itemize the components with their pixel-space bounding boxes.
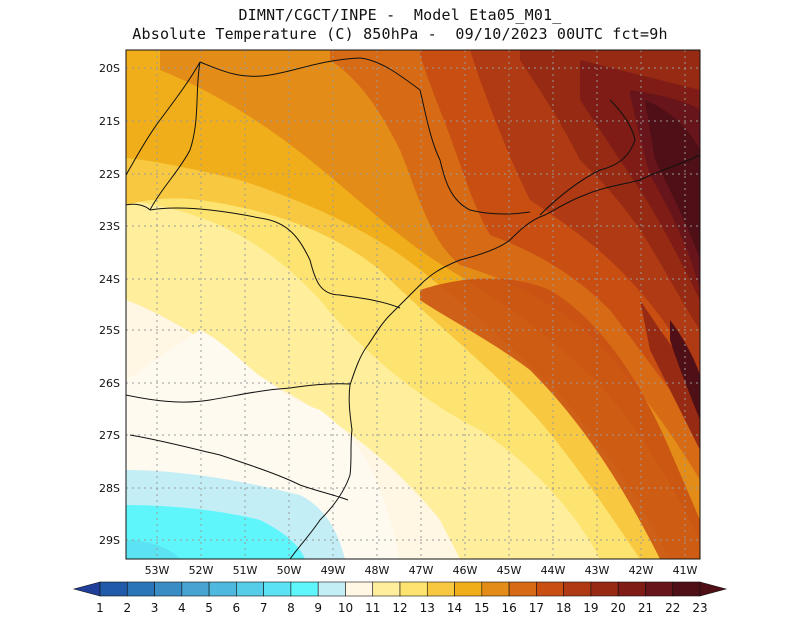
boundaries	[126, 57, 700, 559]
lon-tick-label: 41W	[673, 564, 698, 577]
border-ms-pr	[126, 203, 151, 211]
lon-tick-label: 42W	[629, 564, 654, 577]
map-title-line1: DIMNT/CGCT/INPE - Model Eta05_M01_	[238, 6, 562, 24]
lat-tick-label: 20S	[99, 62, 120, 75]
colorbar-swatch	[99, 581, 128, 597]
lat-tick-label: 28S	[99, 482, 120, 495]
colorbar-label: 14	[447, 601, 462, 615]
colorbar-label: 5	[205, 601, 213, 615]
river-parana	[126, 61, 201, 176]
colorbar-label: 6	[233, 601, 241, 615]
colorbar-swatch	[126, 581, 155, 597]
lon-tick-label: 53W	[145, 564, 170, 577]
colorbar-swatch	[617, 581, 646, 597]
colorbar-swatch	[672, 581, 701, 597]
lat-tick-label: 27S	[99, 429, 120, 442]
lon-tick-label: 48W	[365, 564, 390, 577]
colorbar-swatch	[372, 581, 401, 597]
colorbar-swatch	[645, 581, 674, 597]
lon-tick-label: 51W	[233, 564, 258, 577]
colorbar-swatch	[563, 581, 592, 597]
graticule	[126, 50, 700, 559]
colorbar-swatch	[536, 581, 564, 597]
band-23	[645, 100, 700, 260]
band-8	[126, 540, 180, 559]
lon-tick-label: 44W	[541, 564, 566, 577]
colorbar-label: 16	[501, 601, 516, 615]
lat-tick-label: 24S	[99, 273, 120, 286]
colorbar-swatch	[290, 581, 319, 597]
colorbar-label: 1	[96, 601, 104, 615]
colorbar-label: 18	[556, 601, 571, 615]
colorbar-label: 8	[287, 601, 295, 615]
lon-tick-label: 52W	[189, 564, 214, 577]
lon-tick-label: 43W	[585, 564, 610, 577]
colorbar-swatch	[426, 581, 455, 597]
colorbar-arrow-low	[72, 581, 101, 597]
lat-tick-label: 23S	[99, 220, 120, 233]
colorbar-swatch	[481, 581, 510, 597]
colorbar-label: 17	[529, 601, 544, 615]
colorbar-label: 9	[314, 601, 322, 615]
colorbar-swatch	[236, 581, 264, 597]
lon-tick-label: 50W	[277, 564, 302, 577]
colorbar-label: 21	[638, 601, 653, 615]
lon-tick-label: 46W	[453, 564, 478, 577]
lat-tick-label: 21S	[99, 115, 120, 128]
latitude-axis: 20S 21S 22S 23S 24S 25S 26S 27S 28S 29S	[99, 62, 120, 547]
lon-tick-label: 47W	[409, 564, 434, 577]
coastline	[289, 154, 700, 559]
lat-tick-label: 29S	[99, 534, 120, 547]
colorbar-arrow-high	[699, 581, 728, 597]
state-border-sp-pr	[149, 207, 401, 309]
colorbar-label: 10	[338, 601, 353, 615]
colorbar-swatch	[454, 581, 483, 597]
state-border-sp	[199, 57, 531, 215]
colorbar: 1 2 3 4 5 6 7 8 9 10 11 12 13 14 15 16 17 18 19 20 21 22 23	[72, 581, 728, 615]
state-border-sc-rs	[129, 434, 349, 501]
coastal-18	[420, 278, 700, 559]
longitude-axis: 53W 52W 51W 50W 49W 48W 47W 46W 45W 44W 43W 42W 41W	[145, 564, 698, 577]
colorbar-swatch	[345, 581, 374, 597]
colorbar-swatch	[263, 581, 292, 597]
colorbar-label: 12	[392, 601, 407, 615]
colorbar-swatch	[590, 581, 619, 597]
colorbar-label: 3	[151, 601, 159, 615]
colorbar-label: 7	[260, 601, 268, 615]
colorbar-swatch	[508, 581, 537, 597]
lat-tick-label: 22S	[99, 168, 120, 181]
lat-tick-label: 26S	[99, 377, 120, 390]
colorbar-label: 4	[178, 601, 186, 615]
map-title-line2: Absolute Temperature (C) 850hPa - 09/10/…	[132, 25, 668, 43]
coastal-20	[640, 300, 700, 450]
state-border-west	[149, 61, 201, 211]
colorbar-label: 15	[474, 601, 489, 615]
colorbar-swatch	[154, 581, 183, 597]
plot-frame	[125, 49, 701, 560]
state-border-pr-sc	[126, 383, 351, 403]
colorbar-label: 23	[692, 601, 707, 615]
colorbar-swatch	[208, 581, 237, 597]
colorbar-label: 2	[123, 601, 131, 615]
colorbar-label: 13	[420, 601, 435, 615]
lon-tick-label: 49W	[321, 564, 346, 577]
temperature-field	[126, 50, 700, 559]
colorbar-label: 11	[365, 601, 380, 615]
colorbar-label: 22	[665, 601, 680, 615]
colorbar-swatch	[399, 581, 428, 597]
lat-tick-label: 25S	[99, 324, 120, 337]
colorbar-swatch	[317, 581, 346, 597]
colorbar-label: 20	[611, 601, 626, 615]
state-border-mg-rj	[539, 99, 636, 216]
band-9	[126, 505, 305, 559]
colorbar-swatch	[181, 581, 210, 597]
lon-tick-label: 45W	[497, 564, 522, 577]
colorbar-label: 19	[583, 601, 598, 615]
